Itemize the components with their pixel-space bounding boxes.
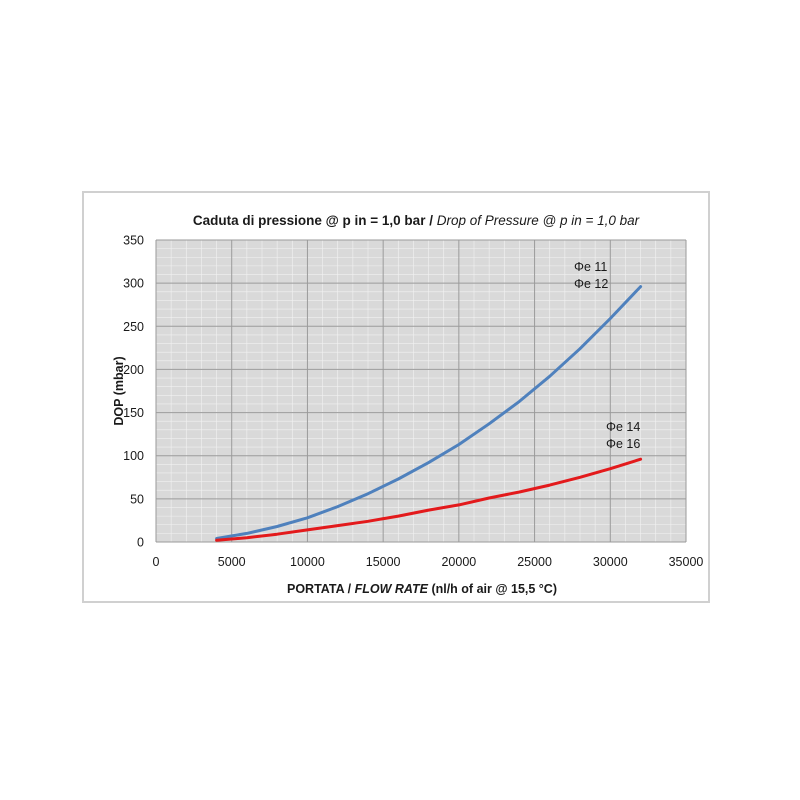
series-2-point [488, 497, 490, 499]
series-1-point [246, 532, 248, 535]
x-tick-label: 25000 [517, 555, 552, 569]
y-tick-label: 150 [123, 406, 144, 420]
y-tick-label: 250 [123, 320, 144, 334]
series-2-point [549, 484, 551, 486]
series-2-point [276, 533, 278, 535]
series-1-point [428, 462, 430, 464]
x-tick-label: 35000 [669, 555, 704, 569]
y-tick-label: 0 [137, 536, 144, 550]
series-2-point [367, 520, 369, 522]
series-1-point [276, 525, 278, 528]
x-axis-label-translation: FLOW RATE [355, 582, 429, 596]
series-2-point [458, 504, 460, 506]
series-1-point [518, 400, 521, 402]
x-tick-label: 15000 [366, 555, 401, 569]
series-layer [215, 285, 643, 542]
y-tick-label: 350 [123, 234, 144, 248]
x-tick-label: 5000 [218, 555, 246, 569]
series-2-point [306, 529, 308, 531]
series-2-point [216, 539, 218, 541]
series-2-point [428, 509, 430, 511]
series-1-point [640, 286, 642, 288]
series-1-point [337, 506, 339, 508]
series-2-point [337, 525, 339, 527]
series-1-point [609, 317, 611, 320]
series-1-point [579, 348, 581, 350]
series-2-point [246, 537, 248, 539]
y-tick-label: 50 [130, 492, 144, 506]
series-label-phi-e-14: Φe 14 [606, 420, 640, 434]
series-2-point [518, 491, 521, 493]
series-1-point [397, 478, 399, 480]
series-2-point [397, 515, 399, 517]
x-tick-label: 20000 [441, 555, 476, 569]
series-1-point [458, 443, 460, 446]
series-label-phi-e-12: Φe 12 [574, 277, 608, 291]
x-tick-labels: 0 5000 10000 15000 20000 25000 30000 35000 [153, 555, 704, 569]
y-tick-label: 200 [123, 363, 144, 377]
y-tick-label: 300 [123, 277, 144, 291]
plot-area [156, 240, 686, 542]
chart-title-main: Caduta di pressione @ p in = 1,0 bar / [193, 213, 437, 228]
y-axis-label: DOP (mbar) [112, 356, 126, 425]
chart-title: Caduta di pressione @ p in = 1,0 bar / D… [193, 213, 640, 228]
x-tick-label: 10000 [290, 555, 325, 569]
y-tick-label: 100 [123, 449, 144, 463]
series-2-point [579, 476, 581, 478]
major-grid [155, 239, 687, 543]
x-axis-label: PORTATA / FLOW RATE (nl/h of air @ 15,5 … [287, 582, 557, 596]
chart-title-translation: Drop of Pressure @ p in = 1,0 bar [437, 213, 640, 228]
series-1-point [488, 423, 490, 425]
x-tick-label: 30000 [593, 555, 628, 569]
series-2-point [640, 458, 642, 460]
series-1-point [549, 375, 551, 377]
series-label-phi-e-11: Φe 11 [574, 260, 607, 274]
y-tick-labels: 0 50 100 150 200 250 300 350 [123, 234, 144, 550]
x-axis-label-units: (nl/h of air @ 15,5 °C) [428, 582, 557, 596]
series-1-point [306, 517, 308, 519]
series-2-point [609, 468, 611, 470]
series-label-phi-e-16: Φe 16 [606, 437, 640, 451]
x-axis-label-main: PORTATA / [287, 582, 355, 596]
series-1-point [367, 493, 369, 495]
x-tick-label: 0 [153, 555, 160, 569]
